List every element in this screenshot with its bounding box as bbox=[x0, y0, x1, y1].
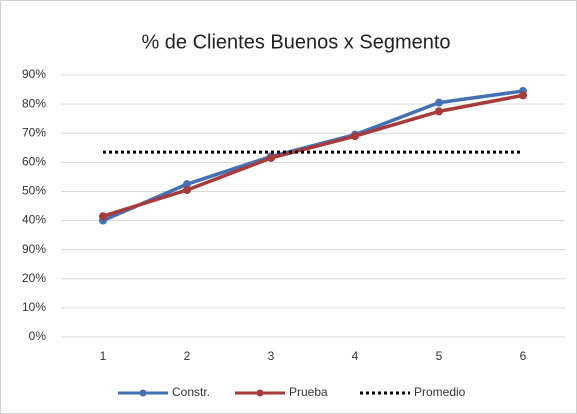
x-tick-label: 4 bbox=[352, 349, 359, 363]
legend-label: Prueba bbox=[289, 385, 328, 399]
point bbox=[435, 98, 443, 107]
y-tick-label: 40% bbox=[22, 213, 46, 227]
point bbox=[351, 132, 359, 141]
x-tick-label: 1 bbox=[100, 349, 107, 363]
y-tick-label: 70% bbox=[22, 125, 46, 139]
x-tick-label: 6 bbox=[520, 349, 527, 363]
y-tick-label: 80% bbox=[22, 96, 46, 110]
point bbox=[99, 212, 107, 221]
point bbox=[267, 153, 275, 162]
y-tick-label: 90% bbox=[22, 242, 46, 256]
legend-label: Promedio bbox=[414, 385, 466, 399]
legend-marker bbox=[139, 389, 147, 397]
y-tick-label: 50% bbox=[22, 184, 46, 198]
legend-label: Constr. bbox=[172, 385, 210, 399]
x-tick-label: 5 bbox=[436, 349, 443, 363]
legend-marker bbox=[256, 389, 264, 397]
y-tick-label: 20% bbox=[22, 271, 46, 285]
chart-title: % de Clientes Buenos x Segmento bbox=[141, 31, 450, 53]
y-tick-label: 60% bbox=[22, 155, 46, 169]
x-tick-label: 3 bbox=[268, 349, 275, 363]
y-tick-label: 10% bbox=[22, 300, 46, 314]
y-tick-label: 0% bbox=[29, 329, 47, 343]
point bbox=[519, 91, 527, 100]
point bbox=[435, 107, 443, 116]
x-tick-label: 2 bbox=[184, 349, 191, 363]
point bbox=[183, 185, 191, 194]
y-tick-label: 90% bbox=[22, 67, 46, 81]
series-line bbox=[102, 93, 524, 218]
